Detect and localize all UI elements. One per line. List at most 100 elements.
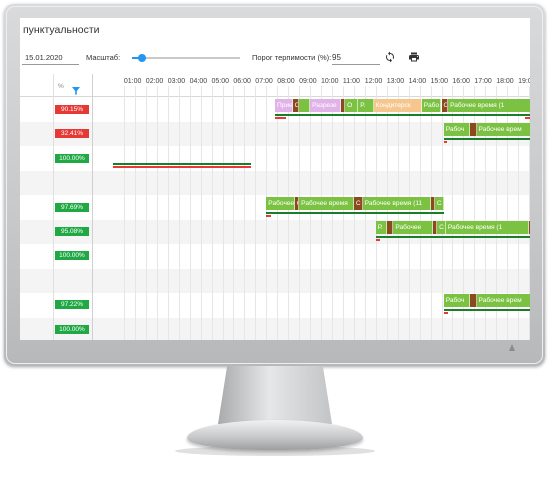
schedule-segment[interactable]: Р. [358, 99, 374, 112]
scale-slider-thumb[interactable] [138, 54, 147, 62]
schedule-segment[interactable]: О [345, 99, 359, 112]
schedule-segment[interactable]: Рабочее врем [476, 123, 530, 137]
grid-line [496, 86, 498, 340]
grid-line [189, 86, 191, 340]
schedule-segment[interactable]: С [441, 99, 449, 112]
deviation-line [113, 165, 251, 168]
gantt-grid: % 90.15% 32.41% 100.00% 97.69% 95.08% 100.00%… [20, 74, 530, 340]
schedule-segment[interactable]: С [294, 196, 300, 210]
hour-tick-label: 07:00 [255, 78, 273, 85]
schedule-segment[interactable]: С [292, 99, 300, 112]
hour-tick-label: 05:00 [211, 78, 230, 85]
table-row [20, 171, 530, 196]
schedule-segment[interactable] [299, 99, 311, 112]
table-row [20, 147, 530, 171]
grid-line [123, 86, 125, 340]
schedule-segment[interactable]: Р. [375, 221, 387, 234]
schedule-segment[interactable]: Рабочее время [299, 196, 354, 210]
tolerance-label: Порог терпимости (%): [252, 53, 332, 62]
grid-line [474, 86, 476, 340]
grid-line [178, 86, 180, 340]
schedule-segment[interactable] [430, 196, 435, 210]
plan-line [375, 236, 530, 238]
grid-line [167, 86, 169, 340]
grid-line [452, 86, 454, 340]
grid-line [222, 86, 224, 340]
plan-line [266, 211, 444, 214]
schedule-segment[interactable]: Кондитерск [373, 99, 422, 112]
schedule-segment[interactable]: С [353, 196, 363, 210]
schedule-segment[interactable]: Рабоч [443, 123, 470, 137]
hour-tick-label: 18:00 [496, 78, 514, 85]
schedule-segment[interactable]: Рабочее время (11 [362, 196, 431, 210]
schedule-segment[interactable] [529, 221, 530, 234]
grid-line [518, 86, 520, 340]
schedule-segment[interactable]: Рабо [421, 99, 442, 112]
plan-line [275, 114, 530, 116]
schedule-segment[interactable] [386, 221, 394, 234]
hour-tick-label: 15:00 [430, 78, 449, 85]
schedule-segment[interactable]: С [434, 196, 444, 210]
schedule-segment[interactable]: Прие [275, 99, 293, 112]
percent-badge: 95.08% [55, 227, 89, 236]
table-row [20, 244, 530, 268]
hour-tick-label: 08:00 [277, 78, 295, 85]
scale-slider-fill [132, 57, 143, 59]
plan-line [443, 138, 530, 141]
percent-badge: 97.22% [55, 300, 89, 310]
percent-badge: 100.00% [55, 324, 89, 334]
schedule-segment[interactable]: Рабоч [443, 294, 470, 308]
hour-tick-label: 14:00 [408, 78, 427, 85]
grid-line [145, 86, 147, 340]
deviation-line [443, 141, 447, 144]
schedule-segment[interactable] [432, 221, 438, 234]
schedule-segment[interactable]: Рабочее врем [476, 294, 530, 308]
grid-line [463, 86, 465, 340]
schedule-segment[interactable]: Разрезе [310, 99, 341, 112]
print-icon[interactable] [406, 49, 422, 65]
power-indicator-icon [509, 344, 515, 351]
schedule-segment[interactable] [469, 294, 477, 308]
schedule-segment[interactable]: Рабочее [393, 221, 433, 234]
deviation-line [524, 117, 530, 119]
schedule-segment[interactable]: С [437, 221, 446, 234]
page-title: пунктуальности [23, 24, 100, 36]
grid-header [20, 74, 530, 97]
percent-badge: 90.15% [55, 105, 89, 114]
tolerance-field[interactable]: 95 [332, 51, 380, 65]
deviation-line [375, 239, 381, 241]
percent-badge: 100.00% [55, 153, 89, 163]
screen: пунктуальности 15.01.2020 Масштаб: Порог… [20, 18, 530, 340]
scale-slider[interactable] [132, 54, 240, 62]
grid-line [485, 86, 487, 340]
grid-line [211, 86, 213, 340]
schedule-segment[interactable]: Рабочее время (1 [448, 99, 530, 112]
schedule-segment[interactable]: Рабочее время (1 [445, 221, 530, 234]
grid-line [233, 86, 235, 340]
grid-line [255, 86, 257, 340]
refresh-icon[interactable] [382, 49, 398, 65]
percent-column: % [53, 74, 93, 340]
grid-line [134, 86, 136, 340]
date-field[interactable]: 15.01.2020 [22, 51, 79, 65]
hour-tick-label: 12:00 [364, 78, 383, 85]
hour-tick-label: 02:00 [145, 78, 164, 85]
hour-tick-label: 09:00 [299, 78, 317, 85]
hour-tick-label: 01:00 [123, 78, 142, 85]
percent-badge: 100.00% [55, 251, 89, 261]
schedule-segment[interactable]: Рабочее вр [266, 196, 295, 210]
hour-tick-label: 16:00 [452, 78, 470, 85]
schedule-segment[interactable] [469, 123, 477, 137]
table-row [20, 317, 530, 340]
deviation-line [275, 117, 286, 119]
deviation-line [443, 312, 449, 315]
percent-header: % [58, 83, 64, 90]
hour-tick-label: 04:00 [189, 78, 208, 85]
monitor-stand-base [187, 420, 363, 450]
schedule-segment[interactable] [340, 99, 346, 112]
toolbar: 15.01.2020 Масштаб: Порог терпимости (%)… [20, 48, 530, 70]
deviation-line [266, 214, 271, 217]
grid-line [156, 86, 158, 340]
percent-badge: 32.41% [55, 129, 89, 139]
filter-icon[interactable] [72, 82, 80, 100]
